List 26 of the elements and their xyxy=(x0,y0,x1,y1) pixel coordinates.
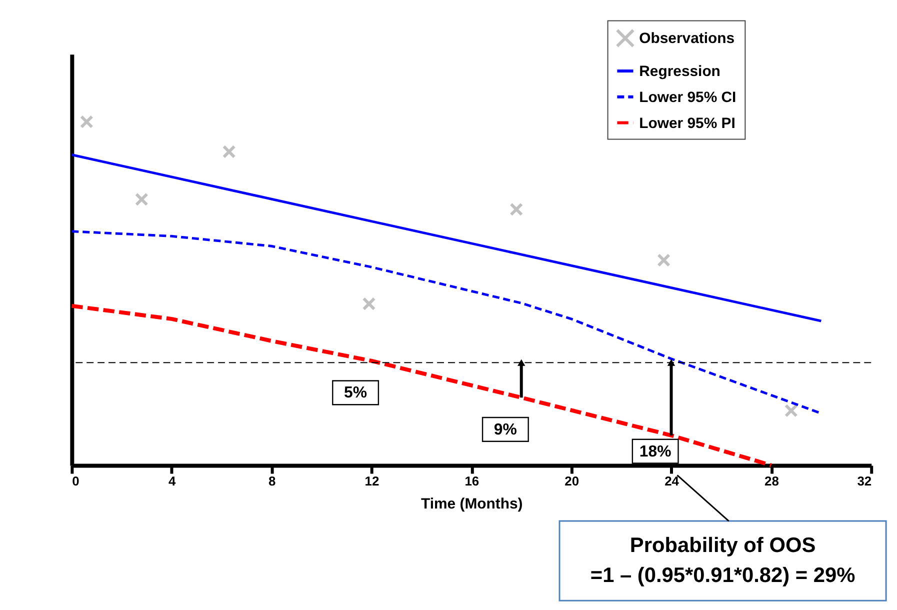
x-tick-label: 4 xyxy=(168,474,177,489)
legend-label: Lower 95% PI xyxy=(639,114,736,132)
x-tick-label: 28 xyxy=(764,474,779,489)
annotation: 5% xyxy=(344,384,368,402)
x-tick-label: 32 xyxy=(857,474,872,489)
point xyxy=(784,404,798,418)
x-tick-label: 24 xyxy=(664,474,680,489)
point xyxy=(362,297,376,311)
x-tick-label: 12 xyxy=(364,474,380,489)
point xyxy=(134,192,148,206)
text: Probability of OOS xyxy=(630,534,816,557)
annotation: 9% xyxy=(494,421,517,438)
legend-label: Lower 95% CI xyxy=(639,88,736,106)
point xyxy=(510,202,524,216)
x-tick-label: 0 xyxy=(72,474,80,489)
x-tick-label: 20 xyxy=(564,474,580,489)
point xyxy=(222,144,236,158)
point xyxy=(657,253,670,267)
x-axis-title: Time (Months) xyxy=(421,496,523,513)
text: =1 – (0.95*0.91*0.82) = 29% xyxy=(590,564,856,587)
point xyxy=(80,115,94,128)
x-tick-label: 16 xyxy=(464,474,480,489)
annotation: 18% xyxy=(639,443,672,460)
x-tick-label: 8 xyxy=(268,474,276,489)
legend-label: Regression xyxy=(639,63,720,80)
legend-label: Observations xyxy=(639,30,735,48)
